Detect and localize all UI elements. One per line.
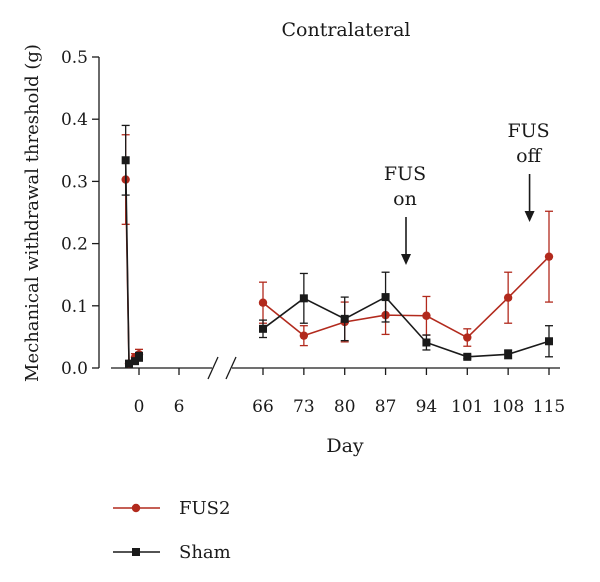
data-point <box>545 337 553 346</box>
y-tick-label: 0.3 <box>61 172 88 192</box>
annotation-label: FUS <box>507 120 549 142</box>
data-point <box>422 338 431 347</box>
data-point <box>135 352 143 361</box>
y-tick-label: 0.4 <box>61 110 88 130</box>
y-tick-label: 0.5 <box>61 48 88 68</box>
legend-item: FUS2 <box>113 498 230 519</box>
data-point <box>504 350 513 359</box>
data-point <box>340 314 349 323</box>
y-tick-label: 0.2 <box>61 235 88 255</box>
chart-title: Contralateral <box>281 19 410 41</box>
data-point <box>259 324 267 333</box>
annotation-label: off <box>516 145 542 167</box>
fus-annotation: FUS off <box>507 120 550 222</box>
data-point <box>299 331 309 340</box>
annotation-label: FUS <box>384 163 426 185</box>
legend-label: Sham <box>179 542 231 563</box>
data-point <box>463 333 472 342</box>
data-point <box>131 357 139 366</box>
x-tick-label: 73 <box>293 397 315 417</box>
x-tick-label: 66 <box>252 397 274 417</box>
x-tick-label: 0 <box>134 397 145 417</box>
data-point <box>503 293 513 302</box>
legend-label: FUS2 <box>179 498 230 519</box>
legend: FUS2 Sham <box>113 498 231 563</box>
series-sham <box>121 124 553 368</box>
data-point <box>422 311 431 320</box>
y-tick-label: 0.0 <box>61 359 88 379</box>
plot-area <box>121 124 554 368</box>
data-point <box>132 548 140 556</box>
x-tick-label: 87 <box>375 397 397 417</box>
data-point <box>258 298 268 307</box>
annotations: FUS on FUS off <box>384 120 550 265</box>
y-tick-label: 0.1 <box>61 297 88 317</box>
x-tick-label: 115 <box>533 397 565 417</box>
x-tick-label: 80 <box>334 397 356 417</box>
data-point <box>381 293 390 302</box>
x-tick-label: 94 <box>416 397 438 417</box>
x-tick-label: 101 <box>451 397 483 417</box>
fus-annotation: FUS on <box>384 163 426 265</box>
data-point <box>121 156 130 165</box>
series-line <box>262 296 550 358</box>
data-point <box>463 352 472 361</box>
data-point <box>125 359 133 368</box>
axes: 0.00.10.20.30.40.50 6 66 73 80 87 94 101 108 115 <box>61 48 565 417</box>
data-point <box>544 252 554 261</box>
data-point <box>131 503 141 513</box>
axis-break-mark <box>207 356 219 380</box>
x-tick-label: 6 <box>174 397 185 417</box>
annotation-label: on <box>393 188 417 210</box>
series-fus2 <box>121 134 554 368</box>
data-point <box>299 294 308 303</box>
x-tick-label: 108 <box>492 397 524 417</box>
series-line <box>262 256 550 339</box>
arrow-head <box>401 254 411 265</box>
legend-item: Sham <box>113 542 231 563</box>
arrow-head <box>524 211 535 222</box>
x-axis-label: Day <box>326 435 364 457</box>
axis-break-mark <box>225 356 237 380</box>
y-axis-label: Mechanical withdrawal threshold (g) <box>22 44 43 382</box>
